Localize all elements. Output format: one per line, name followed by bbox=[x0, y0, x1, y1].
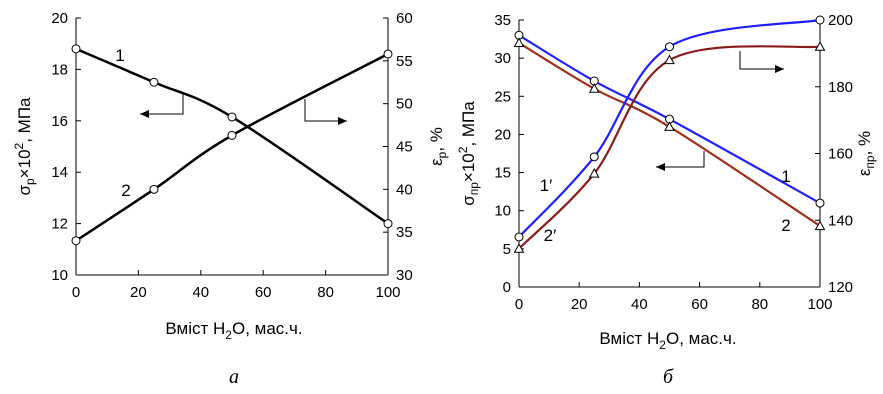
x-tick-label: 60 bbox=[255, 284, 272, 301]
data-point-triangle bbox=[664, 121, 675, 131]
y-left-tick-label: 10 bbox=[494, 203, 511, 220]
y-right-tick-label: 160 bbox=[828, 146, 853, 163]
data-point-circle bbox=[149, 184, 159, 194]
axis-arrow bbox=[140, 93, 184, 115]
y-right-tick-label: 60 bbox=[396, 10, 413, 27]
x-tick-label: 100 bbox=[807, 296, 832, 313]
data-point-triangle bbox=[814, 41, 826, 51]
arrow-head bbox=[140, 110, 149, 118]
y-left-tick-label: 20 bbox=[494, 126, 511, 143]
data-point-circle bbox=[149, 77, 159, 87]
data-point-triangle bbox=[664, 54, 675, 65]
axis-arrow bbox=[304, 99, 347, 122]
y-left-tick-label: 10 bbox=[51, 267, 68, 284]
y-right-tick-label: 180 bbox=[828, 79, 853, 96]
curve-label: 1′ bbox=[540, 176, 553, 195]
series-line-2 bbox=[518, 41, 821, 227]
series-line-1 bbox=[518, 34, 821, 205]
data-point-triangle bbox=[588, 83, 600, 93]
y-left-tick-label: 14 bbox=[51, 164, 68, 181]
x-tick-label: 20 bbox=[130, 284, 147, 301]
data-point-triangle bbox=[814, 220, 826, 231]
x-tick-label: 0 bbox=[72, 284, 80, 301]
data-point-triangle bbox=[513, 243, 525, 253]
y-left-tick-label: 0 bbox=[503, 279, 511, 296]
y-right-tick-label: 35 bbox=[396, 224, 413, 241]
y-right-tick-label: 140 bbox=[828, 212, 853, 229]
data-point-triangle bbox=[513, 37, 525, 47]
y-right-tick-label: 30 bbox=[396, 267, 413, 284]
series-line-4 bbox=[518, 45, 821, 250]
data-point-circle bbox=[71, 44, 81, 54]
data-point-circle bbox=[227, 112, 237, 122]
x-tick-label: 0 bbox=[515, 296, 523, 313]
data-point-circle bbox=[815, 198, 825, 208]
data-point-circle bbox=[227, 130, 237, 140]
curve-label: 2 bbox=[121, 181, 130, 200]
data-point-circle bbox=[514, 232, 524, 242]
y-right-tick-label: 120 bbox=[828, 279, 853, 296]
axis-arrow bbox=[656, 151, 705, 168]
x-tick-label: 40 bbox=[192, 284, 209, 301]
x-tick-label: 100 bbox=[375, 284, 400, 301]
panel-b: 0 20 40 60 80 100 0 5 10 15 20 25 30 35 120 140 160 180 20… bbox=[456, 12, 877, 388]
y-left-tick-label: 12 bbox=[51, 216, 68, 233]
data-point-circle bbox=[383, 219, 393, 229]
y-right-tick-label: 40 bbox=[396, 181, 413, 198]
y-right-axis-label: εр, % bbox=[427, 127, 449, 166]
x-tick-label: 20 bbox=[571, 296, 588, 313]
x-axis-label: Вміст H2O, мас.ч. bbox=[165, 319, 302, 342]
curve-label: 2 bbox=[781, 216, 790, 235]
y-left-tick-label: 18 bbox=[51, 61, 68, 78]
y-right-tick-label: 45 bbox=[396, 139, 413, 156]
data-point-circle bbox=[815, 15, 825, 25]
y-right-axis-label: εпр, % bbox=[855, 131, 877, 176]
x-tick-label: 60 bbox=[691, 296, 708, 313]
y-left-tick-label: 15 bbox=[494, 165, 511, 182]
panel-label: а bbox=[229, 366, 239, 388]
y-left-axis-label: σпр×102, МПа bbox=[456, 101, 481, 206]
x-tick-label: 80 bbox=[751, 296, 768, 313]
x-axis-label: Вміст H2O, мас.ч. bbox=[599, 329, 736, 352]
data-point-circle bbox=[589, 152, 599, 162]
y-left-axis-label: σр×102, МПа bbox=[12, 97, 37, 196]
data-point-circle bbox=[71, 236, 81, 246]
y-right-tick-label: 50 bbox=[396, 96, 413, 113]
y-left-tick-label: 25 bbox=[494, 88, 511, 105]
curve-label: 2′ bbox=[544, 226, 557, 245]
curve-label: 1 bbox=[115, 46, 124, 65]
y-left-tick-label: 20 bbox=[51, 10, 68, 27]
y-left-tick-label: 16 bbox=[51, 113, 68, 130]
panel-label: б bbox=[663, 366, 674, 388]
arrow-head bbox=[656, 163, 665, 171]
curve-label: 1 bbox=[781, 167, 790, 186]
x-tick-label: 80 bbox=[317, 284, 334, 301]
x-tick-label: 40 bbox=[631, 296, 648, 313]
series-line-1 bbox=[75, 47, 389, 225]
arrow-head bbox=[775, 65, 784, 73]
series-line-3 bbox=[518, 18, 821, 238]
y-right-tick-label: 55 bbox=[396, 53, 413, 70]
axis-arrow bbox=[739, 51, 784, 70]
arrow-head bbox=[338, 117, 347, 125]
panel-a: 0 20 40 60 80 1001012141618203035404550556012… bbox=[12, 10, 449, 388]
data-point-triangle bbox=[588, 167, 600, 178]
data-point-circle bbox=[383, 49, 393, 59]
y-left-tick-label: 35 bbox=[494, 12, 511, 29]
y-left-tick-label: 5 bbox=[503, 241, 511, 258]
series-line-2 bbox=[75, 52, 389, 242]
y-left-tick-label: 30 bbox=[494, 50, 511, 67]
y-right-tick-label: 200 bbox=[828, 12, 853, 29]
data-point-circle bbox=[665, 42, 674, 52]
